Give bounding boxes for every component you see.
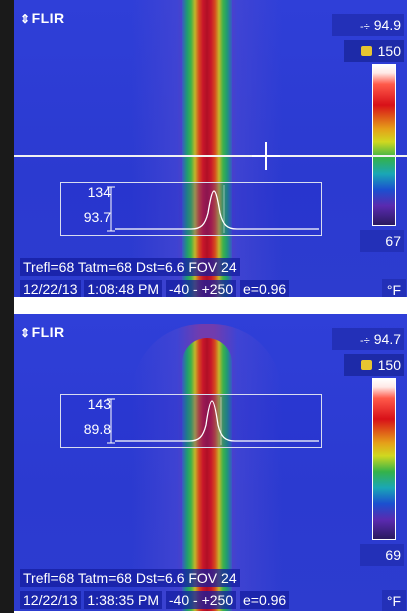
thermal-image-panel-2: ⇕FLIR -÷ 94.7 150 69 143 89.8 Trefl=68 Ta… — [14, 314, 407, 611]
date-text: 12/22/13 — [20, 280, 81, 297]
max-temp-value: 94.9 — [373, 17, 401, 33]
flir-logo: ⇕FLIR — [20, 10, 65, 26]
date-text: 12/22/13 — [20, 591, 81, 609]
min-temp-readout: 67 — [360, 230, 404, 252]
profile-high-value: 134 — [87, 184, 111, 200]
flir-mark-icon: ⇕ — [20, 326, 31, 340]
unit-badge: °F — [382, 590, 406, 611]
spot-symbol-icon: -÷ — [360, 335, 370, 347]
max-temp-readout: -÷ 94.9 — [332, 14, 404, 36]
unit-badge: °F — [382, 279, 406, 297]
logo-text: FLIR — [31, 10, 65, 26]
thermal-image-panel-1: ⇕FLIR -÷ 94.9 150 67 134 93.7 Trefl=68 Ta… — [14, 0, 407, 297]
max-temp-value: 94.7 — [373, 331, 401, 347]
flir-logo: ⇕FLIR — [20, 324, 65, 340]
max-temp-readout: -÷ 94.7 — [332, 328, 404, 350]
profile-high-value: 143 — [87, 396, 111, 412]
parameters-text: Trefl=68 Tatm=68 Dst=6.6 FOV 24 — [20, 569, 240, 587]
left-edge-bar — [0, 0, 14, 613]
span-lock-readout: 150 — [344, 354, 404, 376]
range-text: -40 - +250 — [165, 591, 237, 609]
color-scale-bar — [372, 64, 396, 226]
lock-value: 150 — [377, 43, 401, 59]
lock-icon — [360, 360, 372, 371]
logo-text: FLIR — [31, 324, 65, 340]
spot-symbol-icon: -÷ — [360, 21, 370, 33]
profile-graph — [107, 397, 319, 445]
line-profile-line[interactable] — [14, 155, 407, 157]
time-text: 1:38:35 PM — [84, 591, 162, 609]
emissivity-text: e=0.96 — [240, 591, 290, 609]
line-profile-box: 143 89.8 — [60, 394, 322, 448]
span-lock-readout: 150 — [344, 40, 404, 62]
profile-low-value: 93.7 — [83, 209, 111, 225]
status-line-1: Trefl=68 Tatm=68 Dst=6.6 FOV 24 — [20, 258, 240, 276]
flir-mark-icon: ⇕ — [20, 12, 31, 26]
hot-stream — [182, 0, 232, 297]
emissivity-text: e=0.96 — [240, 280, 290, 297]
status-line-2: 12/22/13 1:38:35 PM -40 - +250 e=0.96 — [20, 591, 290, 609]
crosshair-cursor-icon[interactable] — [252, 142, 280, 170]
profile-low-value: 89.8 — [83, 421, 111, 437]
time-text: 1:08:48 PM — [84, 280, 162, 297]
min-temp-readout: 69 — [360, 544, 404, 566]
range-text: -40 - +250 — [165, 280, 237, 297]
hot-stream — [182, 338, 232, 611]
parameters-text: Trefl=68 Tatm=68 Dst=6.6 FOV 24 — [20, 258, 240, 276]
color-scale-bar — [372, 378, 396, 540]
status-line-2: 12/22/13 1:08:48 PM -40 - +250 e=0.96 — [20, 280, 290, 297]
lock-icon — [360, 46, 372, 57]
line-profile-box: 134 93.7 — [60, 182, 322, 236]
lock-value: 150 — [377, 357, 401, 373]
status-line-1: Trefl=68 Tatm=68 Dst=6.6 FOV 24 — [20, 569, 240, 587]
profile-graph — [107, 185, 319, 233]
